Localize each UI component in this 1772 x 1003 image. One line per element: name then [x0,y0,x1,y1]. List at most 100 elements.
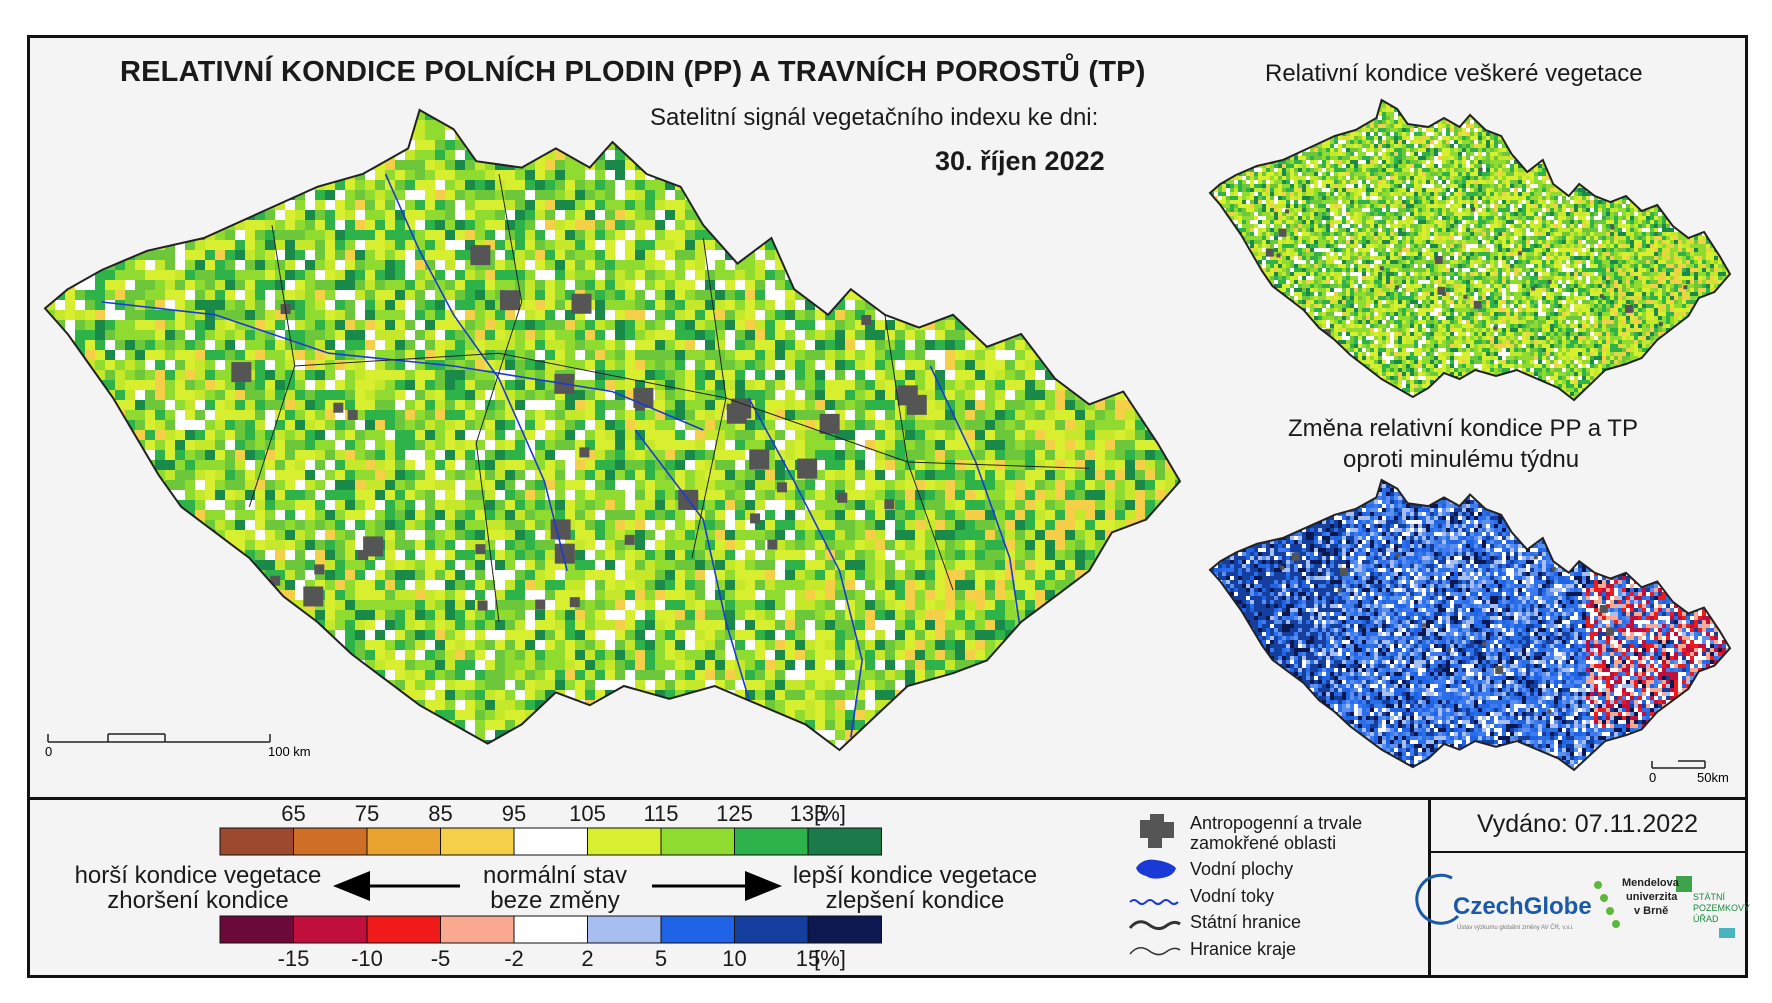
main-scale-end: 100 km [268,744,311,759]
mendel-line-1: Mendelova [1622,876,1679,890]
anthropogenic-icon [1140,814,1174,848]
small-scalebar [1651,760,1706,769]
better-arrow [652,871,782,901]
issued-divider [1428,851,1748,853]
cbCond-segment-2 [366,827,441,856]
cbChange-segment-6 [660,915,735,944]
cbLabelsTop-7: 135 [778,801,838,827]
cbLabelsTop-4: 105 [558,801,618,827]
botMap-cells [1210,480,1730,770]
state-border-icon [1128,920,1181,931]
spu-line-2: POZEMKOVÝ [1693,903,1750,914]
cbCond-segment-8 [807,827,882,856]
mainMap-border [43,108,1182,752]
cbLabelsBot-4: 2 [558,946,618,972]
cbLabelsTop-3: 95 [484,801,544,827]
change-map-title-1: Změna relativní kondice PP a TP [1288,415,1638,443]
cbChange-segment-4 [513,915,588,944]
cbChange-segment-3 [440,915,515,944]
botMap-border [1208,478,1732,772]
legend-region-border: Hranice kraje [1190,939,1296,960]
cbCond-segment-1 [293,827,368,856]
vegetation-map-title: Relativní kondice veškeré vegetace [1265,60,1643,88]
cbChange-segment-7 [734,915,809,944]
cbLabelsTop-8: [%] [800,801,860,827]
cbChange-segment-5 [587,915,662,944]
mainMap-cells [45,110,1180,750]
issued-date: Vydáno: 07.11.2022 [1477,810,1698,839]
region-border-4 [294,352,1090,469]
page-subtitle: Satelitní signál vegetačního indexu ke d… [650,104,1098,132]
weekly-change-map [1208,478,1732,772]
cbCond-segment-4 [513,827,588,856]
condition-colorbar [219,827,882,856]
cbCond-segment-3 [440,827,515,856]
spu-name: STÁTNÍ POZEMKOVÝ ÚŘAD [1693,892,1750,925]
worse-label-2: zhoršení kondice [68,887,328,915]
topMap-border [1208,98,1732,402]
spu-line-1: STÁTNÍ [1693,892,1750,903]
czechglobe-name: CzechGlobe [1453,893,1592,921]
cbLabelsTop-2: 85 [411,801,471,827]
water-area-icon [1136,859,1176,879]
change-map-title-2: oproti minulému týdnu [1343,446,1579,474]
main-scalebar [47,733,271,743]
map-date: 30. říjen 2022 [935,146,1105,177]
cbLabelsBot-8: [%] [800,946,860,972]
cbLabelsTop-5: 115 [631,801,691,827]
spu-logo [1676,876,1735,938]
region-border-icon [1129,947,1181,956]
worse-label-1: horší kondice vegetace [68,862,328,890]
cbLabelsBot-2: -5 [411,946,471,972]
mendel-line-3: v Brně [1622,904,1679,918]
topMap-cells [1210,100,1730,400]
better-label-1: lepší kondice vegetace [785,862,1045,890]
small-scale-start: 0 [1649,770,1656,785]
cbLabelsTop-1: 75 [337,801,397,827]
main-condition-map [43,108,1182,752]
legend-divider [27,797,1748,800]
cbLabelsBot-1: -10 [337,946,397,972]
region-border-1 [475,173,523,623]
cbChange-segment-2 [366,915,441,944]
cbLabelsBot-6: 10 [705,946,765,972]
spu-line-3: ÚŘAD [1693,914,1750,925]
worse-arrow [333,871,460,901]
cbLabelsBot-0: -15 [264,946,324,972]
cbCond-segment-7 [734,827,809,856]
better-label-2: zlepšení kondice [785,887,1045,915]
river-0 [384,173,568,571]
vegetation-condition-map [1208,98,1732,402]
legend-water-streams: Vodní toky [1190,886,1274,907]
change-colorbar [219,915,882,944]
water-stream-icon [1129,899,1179,905]
cbLabelsTop-6: 125 [705,801,765,827]
main-scale-start: 0 [45,744,52,759]
mendel-line-2: univerzita [1622,890,1679,904]
small-scale-end: 50km [1697,770,1729,785]
normal-label-2: beze změny [465,887,645,915]
cbLabelsBot-3: -2 [484,946,544,972]
cbChange-segment-1 [293,915,368,944]
legend-state-border: Státní hranice [1190,912,1301,933]
river-2 [747,397,864,738]
cbChange-segment-8 [807,915,882,944]
legend-anthropogenic-2: zamokřené oblasti [1190,833,1336,854]
page-title: RELATIVNÍ KONDICE POLNÍCH PLODIN (PP) A … [120,56,1146,89]
mendel-logo [1594,881,1620,928]
info-divider [1428,797,1431,978]
cbChange-segment-0 [219,915,294,944]
cbCond-segment-6 [660,827,735,856]
legend-anthropogenic-1: Antropogenní a trvale [1190,813,1362,834]
legend-water-areas: Vodní plochy [1190,859,1293,880]
czechglobe-subtitle: Ústav výzkumu globální změny AV ČR, v.v.… [1457,925,1574,931]
czechglobe-logo [1415,873,1460,925]
cbLabelsBot-5: 5 [631,946,691,972]
river-4 [634,429,750,700]
normal-label-1: normální stav [465,862,645,890]
mendel-name: Mendelova univerzita v Brně [1622,876,1679,918]
cbCond-segment-5 [587,827,662,856]
cbLabelsTop-0: 65 [264,801,324,827]
river-3 [929,365,1022,635]
